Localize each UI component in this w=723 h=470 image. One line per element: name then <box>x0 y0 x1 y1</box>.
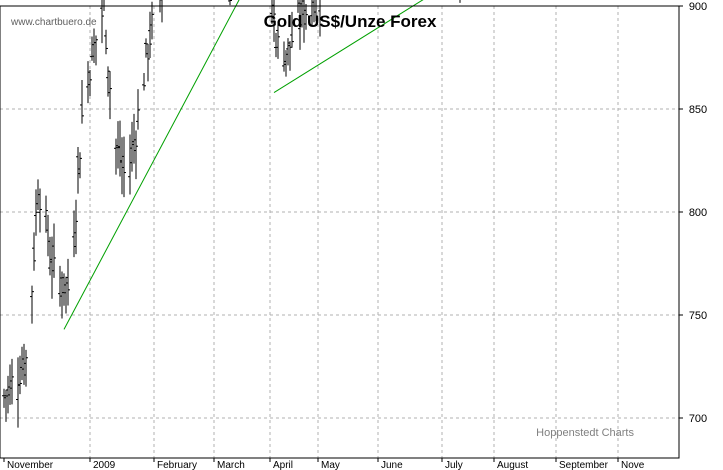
x-tick-label: Nove <box>621 460 645 470</box>
plot-frame <box>0 5 680 459</box>
y-axis: 700750800850900950100010501100 <box>679 1 707 425</box>
x-tick-label: September <box>559 460 609 470</box>
x-tick-label: July <box>445 460 463 470</box>
y-tick-label: 850 <box>689 104 707 116</box>
x-tick-label: February <box>157 460 197 470</box>
x-tick-label: April <box>273 460 293 470</box>
trend-line <box>63 0 240 330</box>
watermark: www.chartbuero.de <box>10 17 97 28</box>
y-tick-label: 700 <box>689 413 707 425</box>
trend-lines <box>63 0 424 330</box>
x-tick-label: March <box>217 460 245 470</box>
price-bars <box>2 0 461 428</box>
x-tick-label: June <box>381 460 403 470</box>
trend-line <box>273 0 424 93</box>
x-tick-label: August <box>497 460 528 470</box>
y-tick-label: 750 <box>689 310 707 322</box>
x-axis: November 2009 February March April May June Jul… <box>3 458 645 470</box>
x-tick-label: November <box>7 460 54 470</box>
y-tick-label: 800 <box>689 207 707 219</box>
x-tick-label: May <box>321 460 340 470</box>
y-tick-label: 900 <box>689 1 707 13</box>
credit-label: Hoppenstedt Charts <box>536 427 634 439</box>
x-tick-label: 2009 <box>93 460 116 470</box>
chart-title: Gold US$/Unze Forex <box>264 12 437 31</box>
